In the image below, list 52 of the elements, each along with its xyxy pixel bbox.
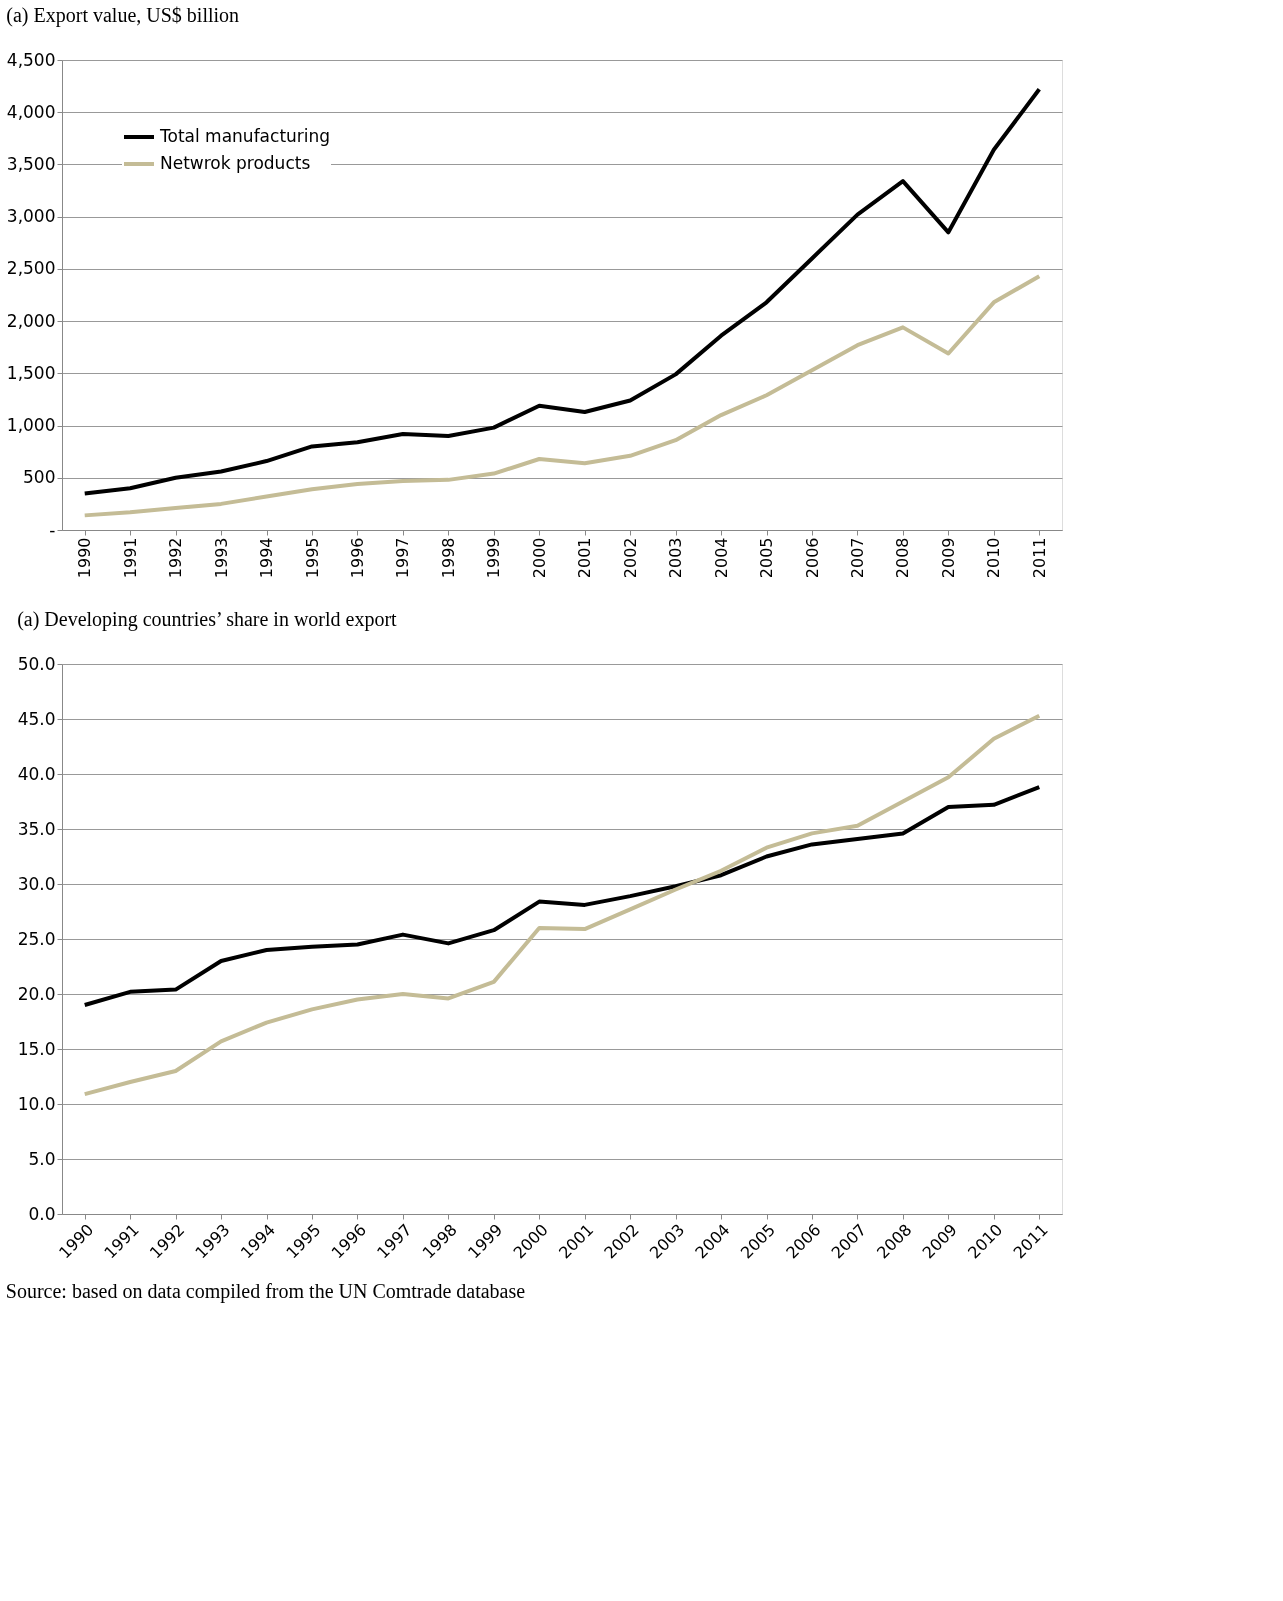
y-tick-label: 500 bbox=[23, 467, 56, 488]
x-tick-label: 1996 bbox=[347, 537, 367, 579]
x-tick-label: 2010 bbox=[984, 537, 1004, 579]
x-tick-label: 2005 bbox=[757, 537, 777, 579]
x-tick-label: 2004 bbox=[711, 537, 731, 579]
y-tick-label: 0.0 bbox=[28, 1203, 56, 1224]
x-tick-label: 2000 bbox=[529, 537, 549, 579]
x-tick-label: 1993 bbox=[211, 537, 231, 579]
chart-title: (a) Developing countries’ share in world export bbox=[17, 608, 398, 631]
y-tick-label: 20.0 bbox=[17, 983, 56, 1004]
x-tick-label: 2007 bbox=[847, 537, 867, 579]
x-tick-label: 2011 bbox=[1029, 537, 1049, 579]
line-series bbox=[82, 87, 1042, 496]
y-tick-label: 30.0 bbox=[17, 873, 56, 894]
line-series bbox=[82, 785, 1042, 1007]
y-tick-label: 4,500 bbox=[6, 49, 56, 70]
x-tick-label: 2009 bbox=[938, 537, 958, 579]
x-tick-label: 1990 bbox=[75, 537, 95, 579]
y-tick-label: 25.0 bbox=[17, 928, 56, 949]
y-tick-label: 2,000 bbox=[6, 310, 56, 331]
x-tick-label: 2008 bbox=[893, 537, 913, 579]
x-tick-label: 1991 bbox=[120, 537, 140, 579]
y-tick-label: 3,500 bbox=[6, 153, 56, 174]
y-tick-label: 45.0 bbox=[17, 708, 56, 729]
y-tick-label: 40.0 bbox=[17, 763, 56, 784]
x-tick-label: 2003 bbox=[666, 537, 686, 579]
y-tick-label: 1,000 bbox=[6, 415, 56, 436]
line-series bbox=[82, 713, 1042, 1097]
legend-label: Netwrok products bbox=[160, 153, 311, 173]
y-tick-label: 5.0 bbox=[28, 1148, 56, 1169]
y-tick-label: 50.0 bbox=[17, 653, 56, 674]
y-tick-label: 3,000 bbox=[6, 206, 56, 227]
y-tick-label: - bbox=[49, 519, 56, 540]
line-series bbox=[82, 274, 1042, 518]
x-tick-label: 1997 bbox=[393, 537, 413, 579]
x-tick-label: 2001 bbox=[575, 537, 595, 579]
x-tick-label: 2002 bbox=[620, 537, 640, 579]
y-tick-label: 4,000 bbox=[6, 101, 56, 122]
source-note: Source: based on data compiled from the UN Comtrade database bbox=[5, 1279, 526, 1303]
y-tick-label: 35.0 bbox=[17, 818, 56, 839]
x-tick-label: 1995 bbox=[302, 537, 322, 579]
x-tick-label: 1998 bbox=[438, 537, 458, 579]
y-tick-label: 10.0 bbox=[17, 1093, 56, 1114]
x-tick-label: 1999 bbox=[484, 537, 504, 579]
legend-label: Total manufacturing bbox=[159, 126, 331, 146]
y-tick-label: 2,500 bbox=[6, 258, 56, 279]
y-tick-label: 15.0 bbox=[17, 1038, 56, 1059]
y-tick-label: 1,500 bbox=[6, 362, 56, 383]
x-tick-label: 1992 bbox=[166, 537, 186, 579]
x-tick-label: 1994 bbox=[257, 537, 277, 579]
x-tick-label: 2006 bbox=[802, 537, 822, 579]
chart-title: (a) Export value, US$ billion bbox=[6, 4, 240, 27]
